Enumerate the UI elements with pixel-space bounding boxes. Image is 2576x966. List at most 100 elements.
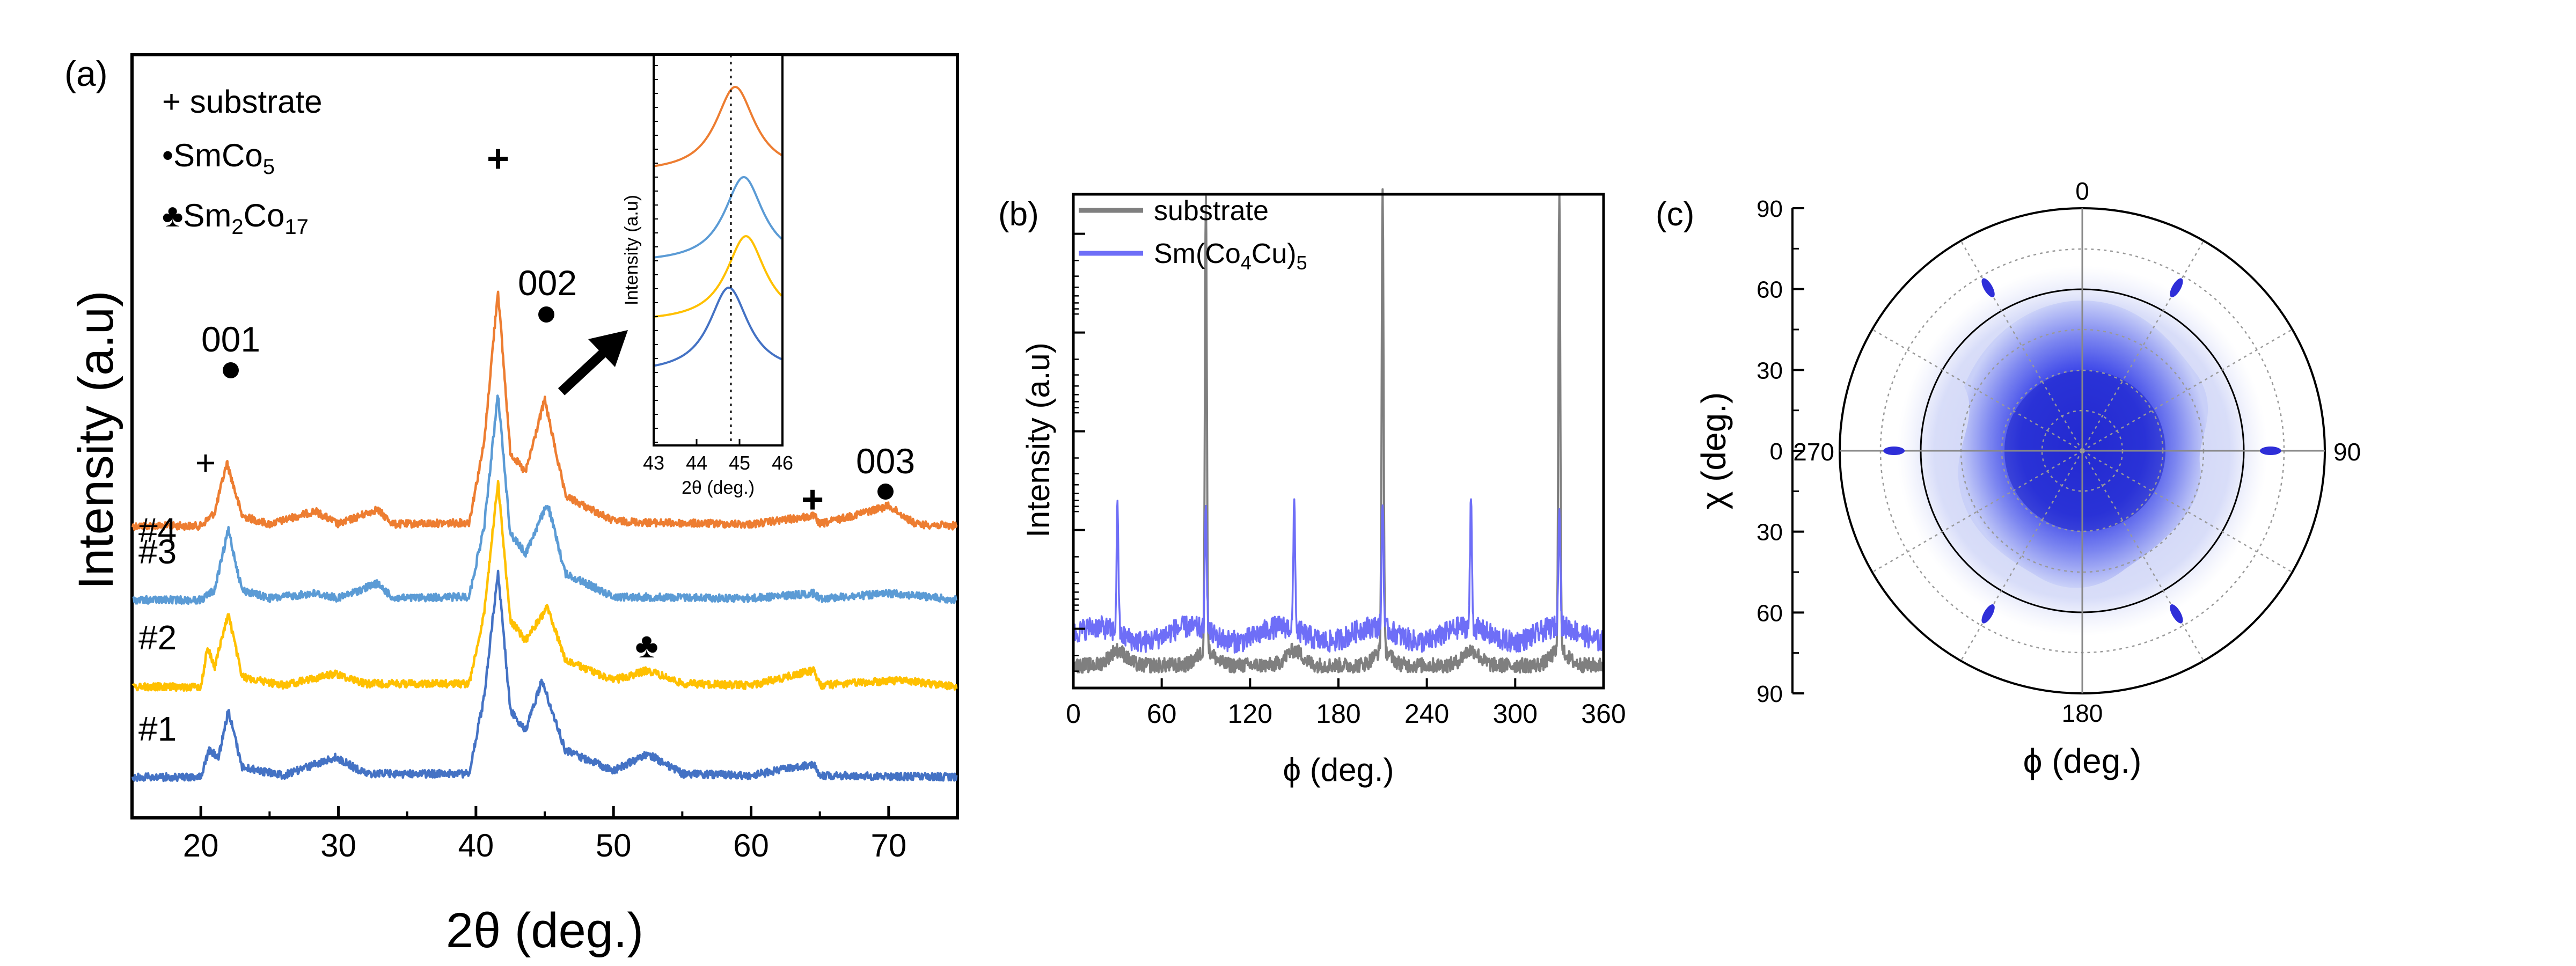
chi-axis-ticks: 90 60 30 0 30 60 90: [1757, 196, 1804, 707]
annotation-substrate-20: +: [195, 443, 216, 482]
polar-spot-90: [2259, 447, 2281, 455]
panel-b-y-ticks: [1073, 232, 1085, 672]
legend-smcocu-mid: Cu): [1252, 238, 1297, 269]
panel-b-y-label: Intensity (a.u): [1020, 342, 1056, 538]
legend-b-substrate: substrate: [1154, 195, 1269, 226]
polar-spoke-300: [1872, 328, 2083, 452]
sample-label-2: #2: [138, 618, 177, 657]
panel-a: (a) 20 30 40 50 60 70 2θ (deg.) Intensity (a.…: [64, 53, 959, 958]
polar-spoke-210: [1960, 450, 2083, 661]
polar-spot-30: [2170, 278, 2183, 297]
panel-c-y-label: χ (deg.): [1694, 392, 1733, 510]
arrow-icon: [558, 330, 628, 396]
x-tick-label-20: 20: [183, 828, 219, 863]
sample-label-4: #4: [138, 511, 177, 550]
inset-x-tick-label-45: 45: [729, 452, 750, 474]
polar-spoke-60: [2082, 328, 2293, 452]
chi-tick-label: 90: [1757, 196, 1783, 222]
series-line-4: [131, 290, 958, 531]
annotation-sm2co17: ♣: [635, 625, 658, 665]
legend-smcocu-sub2: 5: [1297, 252, 1307, 274]
panel-b: (b) 0 60 120 180 240 300 360 ϕ (deg.) Intensit…: [998, 188, 1626, 788]
legend-sm: Sm: [183, 197, 231, 233]
chi-tick-label: 30: [1757, 357, 1783, 384]
b-x-tick-label-360: 360: [1581, 699, 1626, 729]
inset-x-tick-label-44: 44: [686, 452, 707, 474]
inset-frame: [653, 54, 784, 447]
inset-x-axis: 43 44 45 46: [643, 439, 793, 474]
legend-sm2co17: ♣Sm2Co17: [162, 197, 309, 239]
annotation-substrate-65: +: [801, 478, 824, 521]
annotation-001: 001: [201, 319, 260, 359]
inset-background: [654, 55, 782, 445]
inset-series-#2: [653, 235, 782, 318]
x-tick-label-50: 50: [596, 828, 632, 863]
series-line-2: [131, 480, 958, 692]
dot-002: [538, 306, 554, 323]
inset-curves: [653, 85, 782, 367]
panel-a-inset: 43 44 45 46 2θ (deg.) Intensity (a.u): [621, 54, 793, 498]
chi-tick-label: 0: [1770, 438, 1783, 465]
panel-c-x-label: ϕ (deg.): [2023, 742, 2142, 780]
inset-x-tick-label-46: 46: [772, 452, 793, 474]
annotation-substrate-42: +: [487, 137, 509, 180]
x-tick-label-40: 40: [458, 828, 494, 863]
dot-003: [877, 484, 894, 500]
panel-b-curves: [1072, 188, 1604, 674]
legend-substrate: + substrate: [162, 84, 323, 120]
panel-b-frame: [1072, 193, 1605, 690]
legend-sm-sub: 2: [231, 215, 243, 239]
panel-label-a: (a): [64, 54, 108, 93]
legend-smco5: •SmCo5: [162, 137, 275, 179]
chi-tick-label: 30: [1757, 519, 1783, 546]
legend-smco5-main: •SmCo: [162, 137, 263, 173]
sample-label-1: #1: [138, 709, 177, 748]
legend-smco5-sub: 5: [263, 155, 275, 179]
b-x-tick-label-240: 240: [1404, 699, 1449, 729]
inset-series-#4: [653, 85, 782, 167]
b-x-tick-label-0: 0: [1066, 699, 1081, 729]
annotation-002: 002: [518, 263, 577, 303]
b-x-tick-label-60: 60: [1147, 699, 1177, 729]
polar-label-90: 90: [2333, 438, 2361, 466]
polar-label-0: 0: [2075, 177, 2089, 205]
panel-c-polar-plot: [1839, 207, 2326, 694]
inset-series-#1: [653, 287, 782, 367]
panel-a-y-label: Intensity (a.u): [69, 290, 123, 589]
legend-club-icon: ♣: [162, 197, 183, 233]
inset-x-label: 2θ (deg.): [682, 478, 755, 498]
polar-spoke-330: [1960, 240, 2083, 451]
x-tick-label-30: 30: [320, 828, 356, 863]
polar-spoke-240: [1872, 450, 2083, 573]
polar-spot-150: [2170, 604, 2183, 624]
polar-spoke-30: [2081, 240, 2205, 451]
inset-x-tick-label-43: 43: [643, 452, 664, 474]
series-line-3: [132, 394, 958, 605]
inset-series-#3: [653, 175, 782, 259]
panel-c: (c): [1656, 177, 2361, 780]
inset-y-ticks: [654, 65, 658, 443]
chi-tick-label: 60: [1757, 277, 1783, 303]
legend-co-sub: 17: [284, 215, 309, 239]
annotation-003: 003: [856, 441, 915, 481]
b-x-tick-label-180: 180: [1316, 699, 1360, 729]
polar-spot-330: [1981, 278, 1995, 297]
x-tick-label-70: 70: [870, 828, 906, 863]
panel-b-legend: substrate Sm(Co4Cu)5: [1079, 195, 1307, 274]
panel-b-x-label: ϕ (deg.): [1283, 752, 1394, 788]
series-line-1: [131, 569, 958, 782]
chi-tick-label: 90: [1757, 681, 1783, 707]
polar-spoke-120: [2082, 450, 2293, 573]
dot-001: [223, 362, 239, 378]
b-x-tick-label-300: 300: [1493, 699, 1538, 729]
polar-label-180: 180: [2062, 699, 2103, 727]
legend-smcocu-pre: Sm(Co: [1154, 238, 1241, 269]
sample-label-3: #3: [138, 532, 177, 571]
polar-spot-210: [1981, 604, 1995, 624]
panel-a-legend: + substrate •SmCo5 ♣Sm2Co17: [162, 84, 323, 239]
chi-tick-label: 60: [1757, 600, 1783, 626]
x-tick-label-60: 60: [733, 828, 769, 863]
series-line-substrate: [1072, 188, 1604, 674]
legend-co: Co: [244, 197, 285, 233]
